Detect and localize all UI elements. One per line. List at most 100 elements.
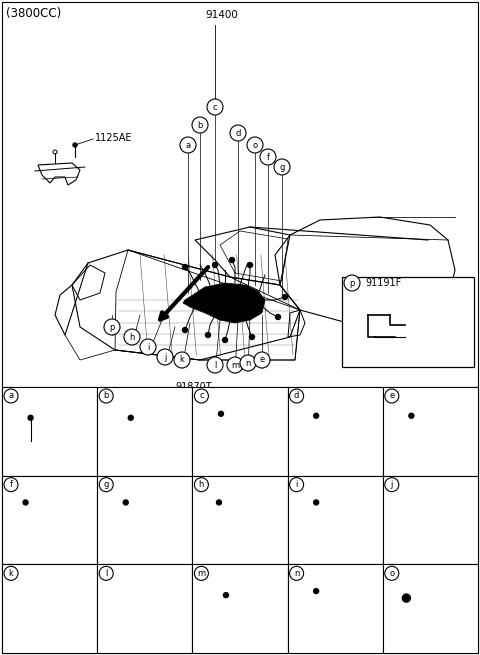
Circle shape <box>4 389 18 403</box>
Bar <box>97 565 192 653</box>
Bar <box>288 387 383 476</box>
Circle shape <box>207 357 223 373</box>
Text: 91523: 91523 <box>325 445 354 455</box>
Bar <box>316 540 330 544</box>
Circle shape <box>73 143 77 147</box>
Text: 91931K: 91931K <box>48 605 83 614</box>
Text: j: j <box>164 352 166 362</box>
Circle shape <box>289 477 304 492</box>
Text: j: j <box>391 480 393 489</box>
Circle shape <box>224 593 228 597</box>
Bar <box>383 476 478 565</box>
Circle shape <box>409 413 414 419</box>
Bar <box>383 387 478 476</box>
Text: f: f <box>10 480 12 489</box>
Circle shape <box>313 500 319 505</box>
Text: 91400: 91400 <box>205 10 238 20</box>
Text: 91990S: 91990S <box>325 623 360 631</box>
Circle shape <box>385 567 399 580</box>
Circle shape <box>313 413 319 419</box>
Circle shape <box>128 415 133 421</box>
Circle shape <box>276 314 280 320</box>
Bar <box>2 387 97 476</box>
Circle shape <box>99 567 113 580</box>
Circle shape <box>157 349 173 365</box>
Circle shape <box>260 149 276 165</box>
Circle shape <box>180 137 196 153</box>
Text: k: k <box>9 569 13 578</box>
Text: l: l <box>105 569 108 578</box>
Text: 1125KR: 1125KR <box>420 623 456 631</box>
Bar <box>288 476 383 565</box>
Bar <box>383 565 478 653</box>
Circle shape <box>218 411 224 417</box>
Text: 1140FY: 1140FY <box>238 504 272 513</box>
Circle shape <box>385 389 399 403</box>
Text: o: o <box>252 141 258 149</box>
Bar <box>192 476 288 565</box>
Circle shape <box>289 389 304 403</box>
Text: p: p <box>109 322 115 331</box>
Text: n: n <box>294 569 300 578</box>
Circle shape <box>254 352 270 368</box>
Circle shape <box>229 257 235 263</box>
Circle shape <box>289 567 304 580</box>
Circle shape <box>207 99 223 115</box>
Text: h: h <box>129 333 135 341</box>
Text: 1140FY: 1140FY <box>333 415 367 424</box>
Text: l: l <box>214 360 216 369</box>
Text: a: a <box>9 392 13 400</box>
Circle shape <box>402 594 410 602</box>
Circle shape <box>182 328 188 333</box>
Text: e: e <box>389 392 395 400</box>
Text: n: n <box>245 358 251 367</box>
Bar <box>342 277 474 367</box>
Bar <box>2 565 97 653</box>
Circle shape <box>223 337 228 343</box>
Text: b: b <box>197 121 203 130</box>
Circle shape <box>240 355 256 371</box>
Circle shape <box>313 589 319 593</box>
Text: g: g <box>279 162 285 172</box>
Text: 1339CD: 1339CD <box>143 605 179 614</box>
Text: k: k <box>180 356 184 364</box>
Circle shape <box>124 329 140 345</box>
Text: c: c <box>199 392 204 400</box>
Circle shape <box>227 357 243 373</box>
Circle shape <box>283 295 288 299</box>
Circle shape <box>174 352 190 368</box>
Text: h: h <box>199 480 204 489</box>
Text: c: c <box>213 102 217 111</box>
Circle shape <box>23 500 28 505</box>
Circle shape <box>194 477 208 492</box>
Text: p: p <box>349 278 355 288</box>
Text: o: o <box>389 569 395 578</box>
Circle shape <box>99 477 113 492</box>
Text: 91990W: 91990W <box>420 445 458 455</box>
Text: 91990V: 91990V <box>238 593 273 601</box>
Bar <box>192 565 288 653</box>
Text: d: d <box>235 128 240 138</box>
Circle shape <box>247 137 263 153</box>
Text: 1125AE: 1125AE <box>95 133 132 143</box>
Bar <box>97 387 192 476</box>
Text: 91971B: 91971B <box>135 445 170 455</box>
Bar <box>192 387 288 476</box>
Bar <box>288 565 383 653</box>
Text: 1141AC: 1141AC <box>143 516 178 525</box>
Circle shape <box>123 500 128 505</box>
Text: b: b <box>104 392 109 400</box>
Text: g: g <box>104 480 109 489</box>
Bar <box>314 533 328 538</box>
Circle shape <box>385 477 399 492</box>
Circle shape <box>205 333 211 337</box>
Circle shape <box>182 265 188 269</box>
Circle shape <box>4 567 18 580</box>
Circle shape <box>99 389 113 403</box>
Bar <box>2 476 97 565</box>
Circle shape <box>4 477 18 492</box>
Text: m: m <box>231 360 239 369</box>
Text: e: e <box>259 356 264 364</box>
Circle shape <box>230 125 246 141</box>
Text: 1140FY: 1140FY <box>429 415 462 424</box>
